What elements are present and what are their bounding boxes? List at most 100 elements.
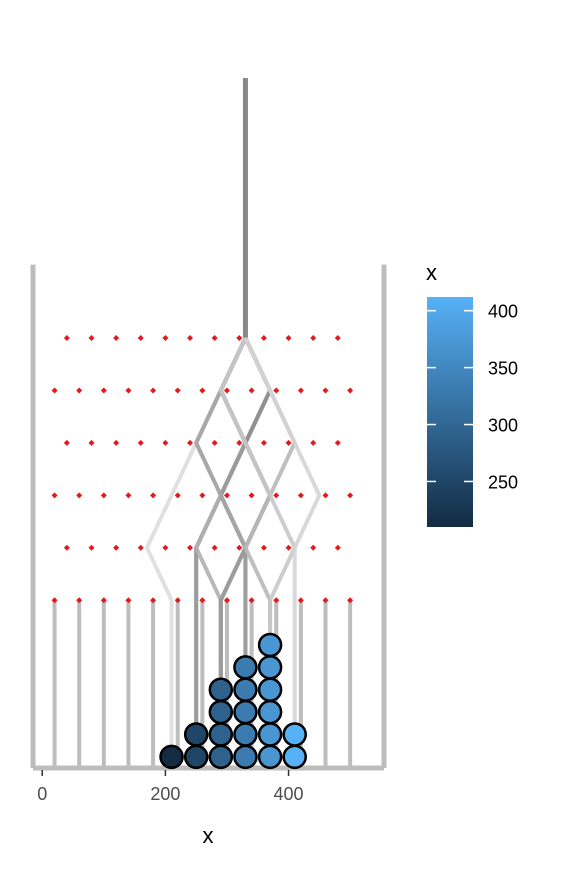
peg [248,387,255,394]
color-legend: x 250 300 350 400 [426,260,518,527]
peg [88,439,95,446]
peg [297,597,304,604]
x-tick-label: 400 [274,784,304,804]
ball [282,722,307,747]
peg [137,544,144,551]
peg [88,335,95,341]
peg [310,544,317,551]
peg [137,439,144,446]
ball [159,744,184,770]
peg [334,544,341,551]
pegs [51,335,354,604]
peg [347,492,354,499]
peg [347,597,354,604]
peg [297,492,304,499]
peg [51,387,58,394]
peg [137,335,144,341]
peg [248,492,255,499]
peg [76,597,83,604]
ball [257,677,283,702]
peg [273,387,280,394]
ball [183,722,209,747]
peg [113,335,120,341]
peg [63,439,70,446]
peg [174,387,181,394]
peg [223,387,230,394]
peg [199,492,206,499]
ball [208,699,234,725]
peg [125,387,132,394]
peg [199,597,206,604]
peg [260,439,267,446]
peg [322,492,329,499]
peg [76,492,83,499]
peg [150,387,157,394]
balls [159,632,307,770]
ball [233,655,258,680]
peg [260,544,267,551]
peg [322,597,329,604]
peg [113,439,120,446]
ball [233,744,258,770]
peg [248,597,255,604]
ball [233,699,258,725]
legend-title: x [426,260,437,285]
peg [285,335,292,341]
peg [236,439,243,446]
peg [297,387,304,394]
peg [236,335,243,341]
peg [199,387,206,394]
peg [63,335,70,341]
legend-tick-label: 250 [488,472,518,492]
peg [310,335,317,341]
peg [322,387,329,394]
peg [187,439,194,446]
ball-paths [144,78,322,748]
peg [76,387,83,394]
peg [162,335,169,341]
peg [125,597,132,604]
ball [257,722,283,747]
peg [211,335,218,341]
peg [113,544,120,551]
x-tick-label: 200 [150,784,180,804]
peg [260,335,267,341]
legend-tick-label: 350 [488,359,518,379]
ball-path [218,337,297,748]
ball [183,744,209,770]
peg [63,544,70,551]
legend-tick-label: 400 [488,302,518,322]
peg [150,492,157,499]
peg [285,544,292,551]
peg [88,544,95,551]
peg [223,597,230,604]
peg [273,492,280,499]
peg [100,492,107,499]
peg [162,544,169,551]
ball [257,699,283,725]
ball [257,632,283,658]
peg [125,492,132,499]
peg [211,544,218,551]
ball [208,744,234,770]
legend-tick-label: 300 [488,416,518,436]
peg [150,597,157,604]
ball [282,744,307,770]
peg [174,597,181,604]
board-walls [30,264,387,771]
ball [233,722,258,747]
peg [285,439,292,446]
peg [51,597,58,604]
peg [100,387,107,394]
ball-path [243,337,322,748]
peg [334,335,341,341]
peg [187,335,194,341]
ball [233,677,258,702]
x-tick-label: 0 [37,784,47,804]
peg [223,492,230,499]
legend-ticks: 250 300 350 400 [427,302,518,492]
peg [51,492,58,499]
legend-colorbar [427,297,473,527]
